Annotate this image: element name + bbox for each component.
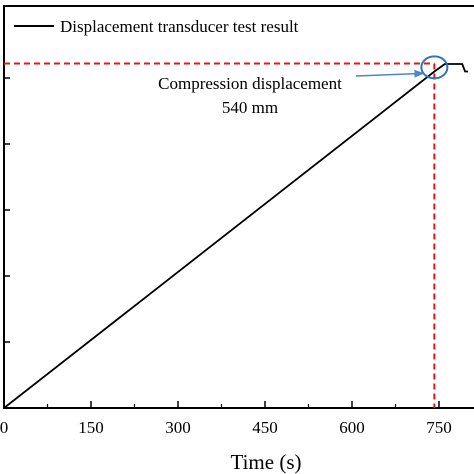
plot-frame: [3, 5, 474, 409]
x-tick-label: 150: [78, 418, 104, 437]
x-tick-label: 600: [339, 418, 365, 437]
x-tick-label: 0: [0, 418, 8, 437]
y-axis-ticks: [4, 77, 10, 409]
x-axis-title: Time (s): [231, 450, 302, 474]
annotation-circle: [420, 55, 449, 80]
legend-label: Displacement transducer test result: [60, 17, 299, 36]
annotation-line-1: Compression displacement: [158, 74, 342, 93]
series-group: [3, 63, 468, 409]
x-tick-label: 450: [252, 418, 278, 437]
legend: Displacement transducer test result: [14, 17, 299, 36]
x-tick-label: 300: [165, 418, 191, 437]
x-axis-ticks: 0 150 300 450 600 750: [0, 401, 452, 437]
annotation-arrow: [355, 69, 425, 78]
annotation: Compression displacement 540 mm: [158, 55, 449, 117]
reference-lines: [4, 62, 436, 408]
x-tick-label: 750: [426, 418, 452, 437]
annotation-line-2: 540 mm: [222, 98, 278, 117]
series-line: [3, 63, 468, 409]
